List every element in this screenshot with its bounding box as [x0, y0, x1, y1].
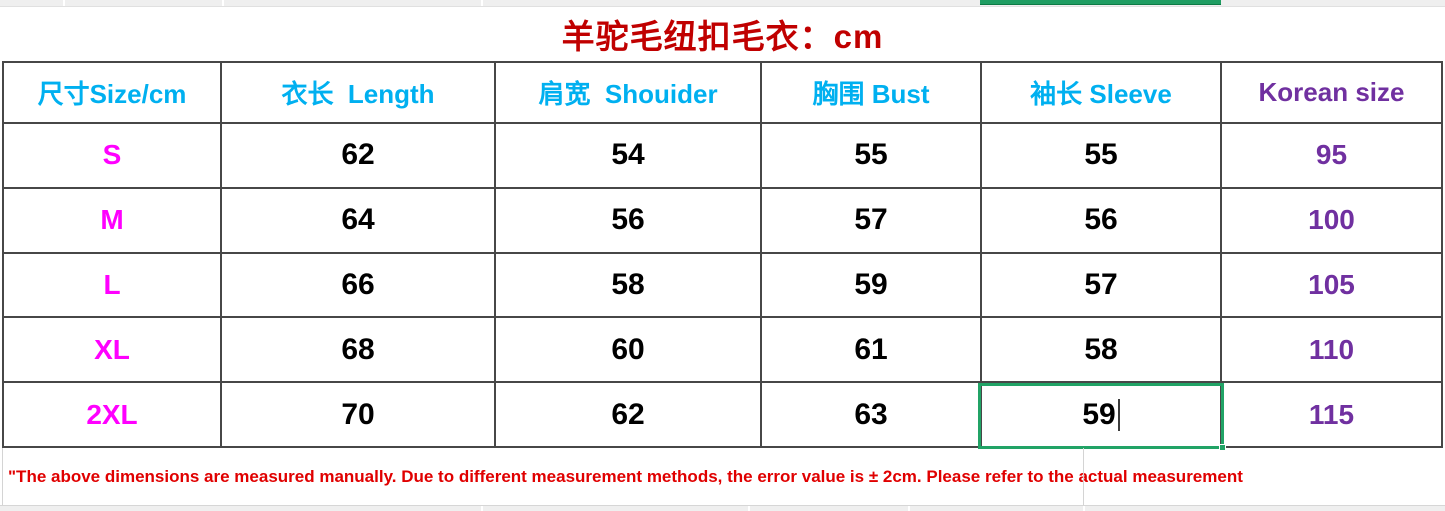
selected-cell-value: 59 — [1082, 397, 1116, 431]
selected-cell-editing[interactable]: 59 — [982, 383, 1222, 448]
column-header-length[interactable]: 衣长 Length — [222, 63, 496, 124]
table-cell[interactable]: 58 — [496, 253, 762, 319]
gridline — [481, 506, 483, 511]
table-cell-size-xl[interactable]: XL — [4, 318, 222, 384]
table-cell[interactable]: 66 — [222, 253, 496, 319]
table-cell-korean[interactable]: 100 — [1222, 188, 1443, 254]
table-cell-korean[interactable]: 115 — [1222, 383, 1443, 448]
table-cell-korean[interactable]: 105 — [1222, 253, 1443, 319]
gridline — [908, 506, 910, 511]
table-cell[interactable]: 62 — [222, 124, 496, 189]
page-title: 羊驼毛纽扣毛衣：cm — [561, 18, 884, 55]
gridline — [481, 0, 483, 6]
table-cell[interactable]: 61 — [762, 318, 982, 384]
table-cell[interactable]: 60 — [496, 318, 762, 384]
table-cell[interactable]: 64 — [222, 188, 496, 254]
table-cell-korean[interactable]: 110 — [1222, 318, 1443, 384]
gridline — [1083, 506, 1085, 511]
partial-row-above — [0, 0, 1445, 7]
measurement-disclaimer: "The above dimensions are measured manua… — [8, 466, 1243, 486]
table-cell[interactable]: 55 — [982, 124, 1222, 189]
table-cell[interactable]: 68 — [222, 318, 496, 384]
table-cell[interactable]: 56 — [496, 188, 762, 254]
size-chart-table: 尺寸Size/cm 衣长 Length 肩宽 Shouider 胸围 Bust … — [2, 61, 1443, 448]
gridline — [748, 506, 750, 511]
table-cell[interactable]: 57 — [982, 253, 1222, 319]
text-cursor — [1117, 398, 1120, 431]
column-header-bust[interactable]: 胸围 Bust — [762, 63, 982, 124]
gridline — [1083, 448, 1084, 505]
fill-handle[interactable] — [1219, 444, 1226, 451]
column-header-korean-size[interactable]: Korean size — [1222, 63, 1443, 124]
column-header-shoulder[interactable]: 肩宽 Shouider — [496, 63, 762, 124]
table-cell[interactable]: 55 — [762, 124, 982, 189]
table-cell-size-2xl[interactable]: 2XL — [4, 383, 222, 448]
gridline — [63, 0, 65, 6]
table-cell-size-l[interactable]: L — [4, 253, 222, 319]
gridline — [222, 0, 224, 6]
table-cell-korean[interactable]: 95 — [1222, 124, 1443, 189]
table-cell[interactable]: 63 — [762, 383, 982, 448]
green-accent-bar — [980, 0, 1221, 5]
title-row[interactable]: 羊驼毛纽扣毛衣：cm — [0, 7, 1445, 61]
table-cell[interactable]: 54 — [496, 124, 762, 189]
partial-row-below — [0, 505, 1445, 511]
table-cell-size-s[interactable]: S — [4, 124, 222, 189]
table-cell-size-m[interactable]: M — [4, 188, 222, 254]
table-cell[interactable]: 70 — [222, 383, 496, 448]
column-header-sleeve[interactable]: 袖长 Sleeve — [982, 63, 1222, 124]
table-cell[interactable]: 57 — [762, 188, 982, 254]
column-header-size[interactable]: 尺寸Size/cm — [4, 63, 222, 124]
table-cell[interactable]: 58 — [982, 318, 1222, 384]
table-cell[interactable]: 56 — [982, 188, 1222, 254]
table-cell[interactable]: 62 — [496, 383, 762, 448]
table-cell[interactable]: 59 — [762, 253, 982, 319]
footer-row[interactable]: "The above dimensions are measured manua… — [0, 448, 1445, 505]
gridline — [2, 448, 3, 505]
